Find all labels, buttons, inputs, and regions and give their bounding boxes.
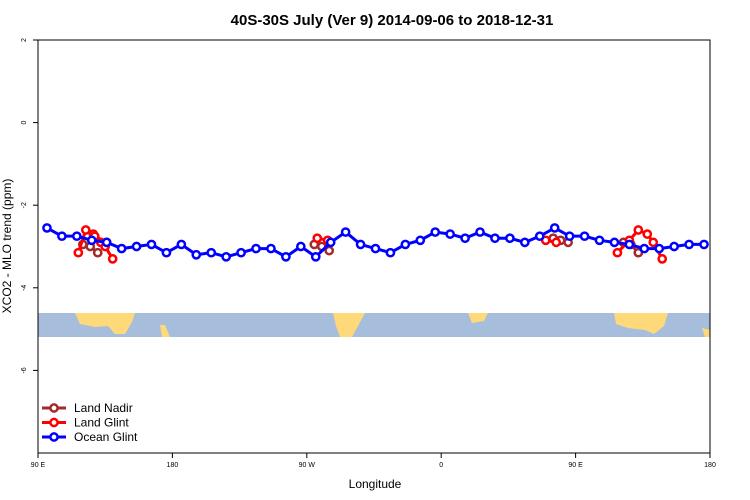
series-ocean-glint (42, 223, 709, 262)
y-tick-label: 2 (21, 38, 28, 42)
legend-label: Land Nadir (74, 401, 133, 415)
legend-marker (49, 403, 59, 413)
data-point (370, 243, 381, 254)
data-point (107, 254, 118, 264)
x-axis-label: Longitude (349, 477, 402, 491)
data-point (206, 247, 217, 258)
data-point (236, 247, 246, 258)
data-point (221, 251, 232, 262)
data-point (612, 247, 623, 258)
land-mass (160, 325, 170, 337)
data-point (355, 239, 366, 250)
y-tick-label: -2 (21, 202, 28, 208)
ocean-band (38, 313, 710, 337)
data-point (176, 239, 187, 250)
data-point (340, 227, 351, 237)
data-point (71, 231, 82, 242)
x-tick-label: 90 W (299, 462, 316, 469)
data-point (415, 235, 426, 246)
land-mass (702, 328, 710, 337)
chart-title: 40S-30S July (Ver 9) 2014-09-06 to 2018-… (231, 12, 554, 29)
data-point (648, 237, 659, 248)
data-point (657, 254, 668, 264)
data-point (579, 231, 590, 242)
data-point (295, 241, 306, 252)
x-tick-label: 90 E (568, 462, 583, 469)
series-land-glint (73, 225, 668, 264)
data-point (684, 239, 694, 250)
x-axis: 90 E 180 90 W 0 90 E 180 (31, 453, 716, 469)
y-tick-label: -6 (21, 367, 28, 373)
legend-label: Land Glint (74, 416, 129, 430)
data-point (551, 237, 562, 248)
data-point (654, 243, 665, 254)
y-tick-label: 0 (21, 121, 28, 125)
data-point (161, 247, 172, 258)
y-axis-label: XCO2 - MLO trend (ppm) (0, 179, 14, 314)
data-point (92, 247, 103, 258)
data-point (639, 243, 650, 254)
data-point (281, 251, 291, 262)
data-point (549, 223, 560, 233)
land-mass (333, 313, 365, 337)
data-point (460, 233, 470, 244)
data-point (131, 241, 142, 252)
y-tick-label: -4 (21, 285, 28, 291)
data-point (430, 227, 441, 237)
map-band (38, 313, 710, 337)
data-point (564, 231, 575, 242)
x-tick-label: 180 (704, 462, 716, 469)
data-point (609, 237, 620, 248)
legend-label: Ocean Glint (74, 430, 138, 444)
data-point (80, 225, 91, 235)
series-layer (42, 223, 709, 264)
data-point (594, 235, 605, 246)
data-point (445, 229, 456, 239)
data-point (505, 233, 515, 244)
data-point (42, 223, 52, 233)
legend-marker (49, 432, 59, 442)
data-point (57, 231, 67, 242)
data-point (310, 251, 321, 262)
data-point (475, 227, 485, 237)
data-point (191, 249, 202, 260)
land-mass (614, 313, 668, 334)
data-point (266, 243, 276, 254)
data-point (490, 233, 500, 244)
data-point (385, 247, 396, 258)
data-point (325, 237, 336, 248)
data-point (324, 245, 335, 256)
data-point (73, 247, 84, 258)
y-axis: 2 0 -2 -4 -6 (21, 38, 38, 374)
data-point (116, 243, 127, 254)
data-point (251, 243, 261, 254)
data-point (624, 239, 635, 250)
land-mass (468, 313, 488, 323)
data-point (101, 237, 112, 248)
x-tick-label: 180 (167, 462, 179, 469)
data-point (312, 233, 323, 244)
x-tick-label: 0 (439, 462, 443, 469)
data-point (146, 239, 157, 250)
data-point (669, 241, 680, 252)
data-point (699, 239, 709, 250)
legend-marker (49, 417, 59, 428)
x-tick-label: 90 E (31, 462, 46, 469)
data-point (534, 231, 545, 242)
data-point (86, 235, 97, 246)
land-mass (75, 313, 135, 334)
data-point (642, 229, 653, 239)
data-point (519, 237, 530, 248)
plot-frame (37, 39, 711, 454)
data-point (633, 225, 644, 235)
data-point (400, 239, 411, 250)
